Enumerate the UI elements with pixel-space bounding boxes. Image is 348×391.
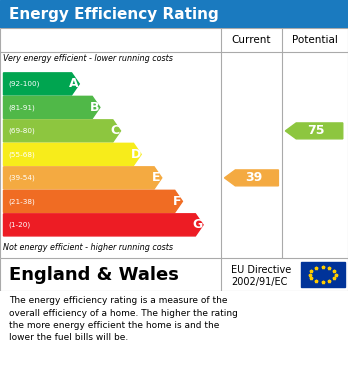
Text: 2002/91/EC: 2002/91/EC xyxy=(231,277,288,287)
Text: 75: 75 xyxy=(308,124,325,137)
Text: (39-54): (39-54) xyxy=(9,175,35,181)
Text: (92-100): (92-100) xyxy=(9,81,40,87)
Text: Potential: Potential xyxy=(292,35,338,45)
Polygon shape xyxy=(3,143,141,165)
Text: F: F xyxy=(173,195,181,208)
Polygon shape xyxy=(3,120,120,142)
Text: A: A xyxy=(69,77,79,90)
Polygon shape xyxy=(224,170,278,186)
Text: (81-91): (81-91) xyxy=(9,104,35,111)
Polygon shape xyxy=(3,96,100,118)
Polygon shape xyxy=(3,190,182,212)
Text: The energy efficiency rating is a measure of the
overall efficiency of a home. T: The energy efficiency rating is a measur… xyxy=(9,296,238,343)
Text: Very energy efficient - lower running costs: Very energy efficient - lower running co… xyxy=(3,54,173,63)
Text: D: D xyxy=(130,148,141,161)
Text: E: E xyxy=(152,171,161,185)
Text: Energy Efficiency Rating: Energy Efficiency Rating xyxy=(9,7,219,22)
Text: England & Wales: England & Wales xyxy=(9,265,179,283)
Text: Current: Current xyxy=(232,35,271,45)
Text: (21-38): (21-38) xyxy=(9,198,35,204)
Text: G: G xyxy=(192,218,203,231)
Text: Not energy efficient - higher running costs: Not energy efficient - higher running co… xyxy=(3,243,174,252)
Text: EU Directive: EU Directive xyxy=(231,265,292,274)
Text: C: C xyxy=(111,124,120,137)
Text: 39: 39 xyxy=(245,171,262,185)
Polygon shape xyxy=(3,73,79,95)
Polygon shape xyxy=(3,167,162,189)
Bar xyxy=(301,262,345,287)
Polygon shape xyxy=(3,214,203,236)
Text: (1-20): (1-20) xyxy=(9,222,31,228)
Text: (55-68): (55-68) xyxy=(9,151,35,158)
Polygon shape xyxy=(285,123,343,139)
Text: (69-80): (69-80) xyxy=(9,127,35,134)
Text: B: B xyxy=(90,101,99,114)
